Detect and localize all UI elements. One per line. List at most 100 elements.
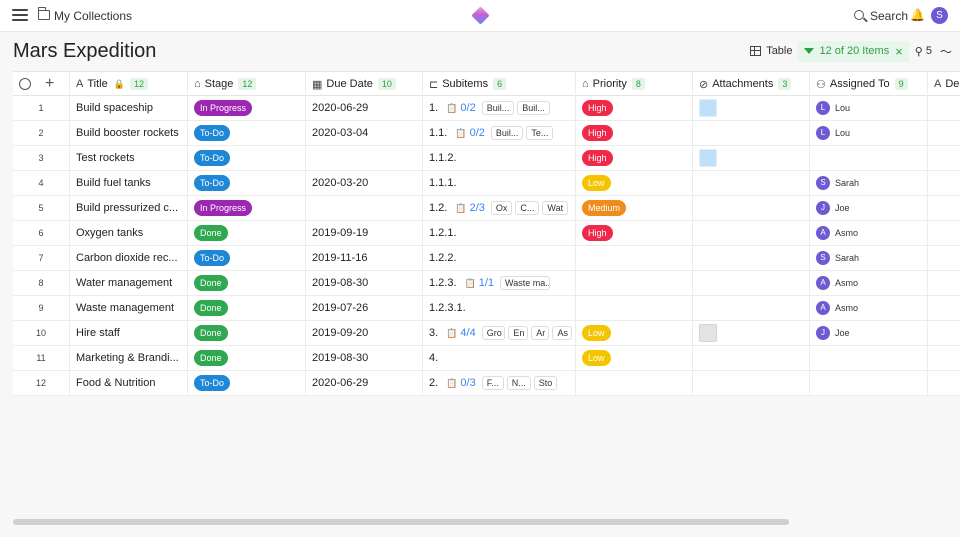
row-number-cell[interactable]: 7: [13, 246, 70, 270]
attachment-thumbnail[interactable]: [699, 99, 717, 117]
assigned-to-cell[interactable]: L Lou: [810, 96, 928, 120]
subitem-chip[interactable]: Buil...: [481, 101, 515, 115]
subitem-chip[interactable]: Waste ma...: [500, 276, 551, 290]
row-number-cell[interactable]: 2: [13, 121, 70, 145]
title-cell[interactable]: Oxygen tanks: [70, 221, 188, 245]
subitem-chip[interactable]: Buil...: [517, 101, 550, 115]
hidden-fields-button[interactable]: ⚲ 5: [915, 45, 932, 58]
due-date-cell[interactable]: 2019-11-16: [306, 246, 423, 270]
priority-cell[interactable]: [576, 271, 693, 295]
description-cell[interactable]: [928, 146, 960, 170]
title-cell[interactable]: Waste management: [70, 296, 188, 320]
assigned-to-cell[interactable]: J Joe: [810, 321, 928, 345]
attachments-cell[interactable]: [693, 196, 810, 220]
title-cell[interactable]: Build spaceship: [70, 96, 188, 120]
subitems-cell[interactable]: 1. 📋 0/2 Buil... Buil...: [423, 96, 576, 120]
row-number-cell[interactable]: 12: [13, 371, 70, 395]
stage-cell[interactable]: Done: [188, 271, 306, 295]
assigned-to-cell[interactable]: S Sarah: [810, 171, 928, 195]
column-header-priority[interactable]: ⌂ Priority 8: [576, 72, 693, 96]
subitems-cell[interactable]: 1.1. 📋 0/2 Buil... Te...: [423, 121, 576, 145]
activity-icon[interactable]: 〜: [939, 44, 952, 59]
title-cell[interactable]: Build pressurized c...: [70, 196, 188, 220]
row-number-cell[interactable]: 1: [13, 96, 70, 120]
subitem-chip[interactable]: F...: [481, 376, 504, 390]
description-cell[interactable]: [928, 271, 960, 295]
priority-cell[interactable]: [576, 371, 693, 395]
stage-cell[interactable]: Done: [188, 321, 306, 345]
due-date-cell[interactable]: 2019-08-30: [306, 346, 423, 370]
subitem-chip[interactable]: Te...: [526, 126, 554, 140]
due-date-cell[interactable]: 2020-03-04: [306, 121, 423, 145]
assigned-to-cell[interactable]: [810, 371, 928, 395]
column-header-attachments[interactable]: ⊘ Attachments 3: [693, 72, 810, 96]
attachments-cell[interactable]: [693, 321, 810, 345]
filter-button[interactable]: 12 of 20 Items ×: [798, 40, 909, 62]
priority-cell[interactable]: [576, 246, 693, 270]
title-cell[interactable]: Carbon dioxide rec...: [70, 246, 188, 270]
bell-icon[interactable]: 🔔: [910, 8, 925, 22]
search-icon[interactable]: [854, 10, 864, 20]
stage-cell[interactable]: To-Do: [188, 246, 306, 270]
table-row[interactable]: 8 Water management Done 2019-08-30 1.2.3. 📋 1/…: [13, 271, 960, 296]
stage-cell[interactable]: To-Do: [188, 371, 306, 395]
description-cell[interactable]: [928, 371, 960, 395]
subitem-chip[interactable]: Gro: [481, 326, 506, 340]
assigned-to-cell[interactable]: A Asmo: [810, 296, 928, 320]
assigned-to-cell[interactable]: L Lou: [810, 121, 928, 145]
description-cell[interactable]: [928, 246, 960, 270]
due-date-cell[interactable]: 2019-08-30: [306, 271, 423, 295]
row-number-cell[interactable]: 11: [13, 346, 70, 370]
table-row[interactable]: 6 Oxygen tanks Done 2019-09-19 1.2.1. High A As…: [13, 221, 960, 246]
subitems-cell[interactable]: 3. 📋 4/4 Gro En Ar As: [423, 321, 576, 345]
subitems-cell[interactable]: 1.2.3. 📋 1/1 Waste ma...: [423, 271, 576, 295]
user-avatar[interactable]: S: [931, 7, 948, 24]
title-cell[interactable]: Hire staff: [70, 321, 188, 345]
attachments-cell[interactable]: [693, 371, 810, 395]
stage-cell[interactable]: To-Do: [188, 146, 306, 170]
priority-cell[interactable]: Medium: [576, 196, 693, 220]
priority-cell[interactable]: Low: [576, 171, 693, 195]
attachments-cell[interactable]: [693, 171, 810, 195]
due-date-cell[interactable]: 2020-03-20: [306, 171, 423, 195]
subitem-chip[interactable]: C...: [515, 201, 540, 215]
assigned-to-cell[interactable]: A Asmo: [810, 221, 928, 245]
stage-cell[interactable]: To-Do: [188, 171, 306, 195]
due-date-cell[interactable]: [306, 196, 423, 220]
description-cell[interactable]: [928, 196, 960, 220]
attachments-cell[interactable]: [693, 246, 810, 270]
subitem-chip[interactable]: Buil...: [490, 126, 524, 140]
attachments-cell[interactable]: [693, 296, 810, 320]
title-cell[interactable]: Build fuel tanks: [70, 171, 188, 195]
attachment-thumbnail[interactable]: [699, 149, 717, 167]
column-header-assigned-to[interactable]: ⚇ Assigned To 9: [810, 72, 928, 96]
title-cell[interactable]: Marketing & Brandi...: [70, 346, 188, 370]
column-header-stage[interactable]: ⌂ Stage 12: [188, 72, 306, 96]
priority-cell[interactable]: Low: [576, 346, 693, 370]
row-number-cell[interactable]: 3: [13, 146, 70, 170]
table-row[interactable]: 3 Test rockets To-Do 1.1.2. High: [13, 146, 960, 171]
description-cell[interactable]: [928, 121, 960, 145]
assigned-to-cell[interactable]: A Asmo: [810, 271, 928, 295]
column-header-title[interactable]: A Title 🔒 12: [70, 72, 188, 96]
stage-cell[interactable]: In Progress: [188, 96, 306, 120]
priority-cell[interactable]: High: [576, 221, 693, 245]
subitem-chip[interactable]: Wat: [542, 201, 569, 215]
search-button[interactable]: Search: [870, 9, 909, 23]
subitem-chip[interactable]: N...: [506, 376, 531, 390]
subitems-cell[interactable]: 1.2.2.: [423, 246, 576, 270]
priority-cell[interactable]: High: [576, 146, 693, 170]
stage-cell[interactable]: In Progress: [188, 196, 306, 220]
table-row[interactable]: 11 Marketing & Brandi... Done 2019-08-30 4. L…: [13, 346, 960, 371]
description-cell[interactable]: [928, 171, 960, 195]
title-cell[interactable]: Test rockets: [70, 146, 188, 170]
table-row[interactable]: 2 Build booster rockets To-Do 2020-03-04 1.1…: [13, 121, 960, 146]
clear-filter-icon[interactable]: ×: [895, 43, 903, 59]
due-date-cell[interactable]: 2019-09-19: [306, 221, 423, 245]
column-header-subitems[interactable]: ⊏ Subitems 6: [423, 72, 576, 96]
description-cell[interactable]: [928, 346, 960, 370]
subitem-chip[interactable]: Sto: [533, 376, 558, 390]
priority-cell[interactable]: [576, 296, 693, 320]
attachments-cell[interactable]: [693, 346, 810, 370]
due-date-cell[interactable]: 2019-07-26: [306, 296, 423, 320]
